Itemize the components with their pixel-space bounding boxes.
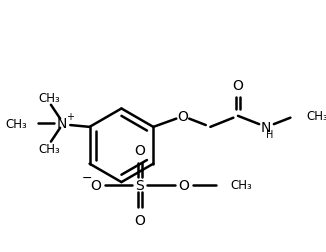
Text: CH₃: CH₃: [230, 179, 252, 192]
Text: O: O: [90, 178, 101, 192]
Text: N: N: [260, 120, 271, 134]
Text: O: O: [134, 213, 145, 227]
Text: CH₃: CH₃: [38, 91, 60, 105]
Text: O: O: [179, 178, 189, 192]
Text: CH₃: CH₃: [5, 117, 27, 130]
Text: S: S: [136, 178, 144, 192]
Text: +: +: [66, 111, 74, 121]
Text: O: O: [232, 78, 244, 92]
Text: −: −: [81, 171, 92, 184]
Text: N: N: [57, 117, 67, 131]
Text: CH₃: CH₃: [38, 143, 60, 156]
Text: O: O: [177, 109, 188, 123]
Text: O: O: [134, 143, 145, 157]
Text: H: H: [266, 130, 274, 140]
Text: CH₃: CH₃: [306, 110, 326, 123]
